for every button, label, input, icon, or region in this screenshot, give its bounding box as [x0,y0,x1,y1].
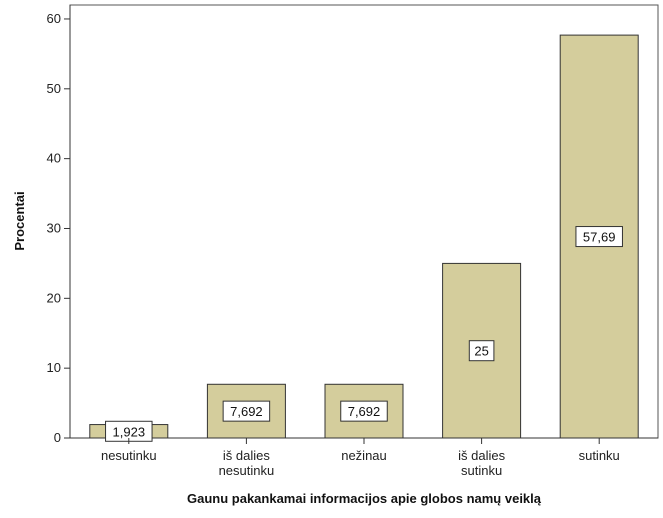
x-tick-label-line: iš dalies [223,448,270,463]
x-tick-label: iš dalies nesutinku [219,448,275,478]
x-tick-label-line: nežinau [341,448,387,463]
y-tick-label: 10 [47,360,61,375]
x-tick-label: iš dalies sutinku [458,448,505,478]
y-axis-title: Procentai [12,191,27,250]
data-label-frame [468,340,495,362]
x-tick-label-line: nesutinku [219,463,275,478]
bars-group: 1,923 7,692 7,692 25 57,69 [89,34,639,442]
y-tick-label: 40 [47,151,61,166]
data-label-box: 7,692 [222,400,271,422]
y-tick-label: 60 [47,11,61,26]
y-tick-label: 50 [47,81,61,96]
x-axis-title: Gaunu pakankamai informacijos apie globo… [187,491,542,506]
data-label-box: 7,692 [340,400,388,422]
y-tick-label: 30 [47,220,61,235]
data-label-frame [340,400,388,422]
y-tick-label: 0 [54,430,61,445]
data-label: 7,692 [348,404,381,419]
data-label: 25 [474,344,488,359]
data-label: 57,69 [583,230,616,245]
x-tick-label: nežinau [341,448,387,463]
x-tick-label-line: sutinku [579,448,620,463]
y-tick-label: 20 [47,290,61,305]
data-label-box: 1,923 [105,420,153,442]
data-label: 7,692 [230,404,263,419]
data-label-frame [575,226,623,248]
data-label-frame [222,400,271,422]
y-axis-ticks: 0 10 20 30 40 50 60 [47,11,70,445]
data-label-box: 57,69 [575,226,623,248]
data-label: 1,923 [113,424,146,439]
data-label-box: 25 [468,340,495,362]
x-tick-label-line: nesutinku [101,448,157,463]
x-tick-label-line: iš dalies [458,448,505,463]
x-tick-label: sutinku [579,448,620,463]
bar [442,262,522,439]
x-tick-label: nesutinku [101,448,157,463]
x-tick-label-line: sutinku [461,463,502,478]
